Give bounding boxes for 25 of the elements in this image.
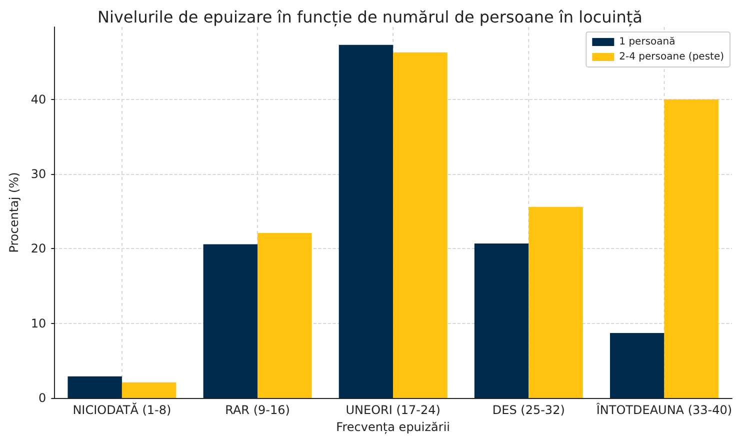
bar (258, 233, 312, 398)
legend-label: 1 persoană (619, 36, 676, 48)
y-axis-title: Procentaj (%) (7, 172, 21, 253)
y-tick-label: 10 (30, 316, 46, 330)
bar (528, 206, 583, 398)
bar (474, 243, 529, 398)
bar (68, 376, 122, 398)
bar (122, 382, 176, 398)
x-tick-label: RAR (9-16) (225, 403, 290, 417)
bar (664, 99, 718, 398)
x-tick-label: UNEORI (17-24) (346, 403, 440, 417)
y-tick-label: 30 (30, 167, 46, 182)
bar (393, 52, 448, 398)
legend-label: 2-4 persoane (peste) (619, 52, 724, 62)
bar (203, 244, 258, 398)
chart-title: Nivelurile de epuizare în funcție de numărul de persoane în locuință (98, 8, 642, 26)
bar (338, 44, 394, 398)
x-axis-title: Frecvența epuizării (336, 420, 450, 434)
y-tick-label: 40 (30, 92, 46, 106)
y-tick-label: 20 (30, 242, 46, 256)
x-tick-label: ÎNTOTDEAUNA (33-40) (596, 402, 732, 417)
y-tick-label: 0 (38, 391, 46, 405)
x-tick-label: NICIODATĂ (1-8) (72, 402, 172, 417)
bar (610, 333, 664, 398)
x-tick-label: DES (25-32) (492, 403, 565, 417)
